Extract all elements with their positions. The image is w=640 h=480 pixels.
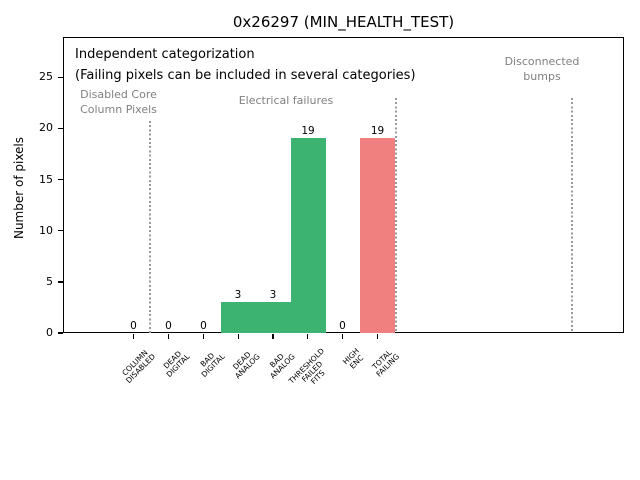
bar-value-label: 0 xyxy=(339,320,346,332)
bar-value-label: 19 xyxy=(370,125,385,138)
bar-bad-analog xyxy=(255,302,291,333)
note-independent-categorization: Independent categorization xyxy=(75,47,255,62)
x-tick-label-total-failing: TOTAL FAILING xyxy=(370,348,402,379)
x-tick-mark xyxy=(307,334,309,339)
region-label-disabled-core: Disabled Core Column Pixels xyxy=(80,88,157,116)
x-tick-mark xyxy=(377,334,379,339)
x-tick-label-dead-digital: DEAD DIGITAL xyxy=(161,349,192,380)
x-tick-label-dead-analog: DEAD ANALOG xyxy=(230,349,262,381)
bar-value-label: 0 xyxy=(165,320,172,332)
bar-value-label: 3 xyxy=(269,289,277,302)
bar-value-label: 0 xyxy=(130,320,137,332)
y-tick-mark xyxy=(57,230,63,232)
separator-dotted-line xyxy=(571,98,573,333)
y-tick-mark xyxy=(57,179,63,181)
x-tick-label-high-enc: HIGH ENC xyxy=(340,346,365,371)
x-tick-mark xyxy=(202,334,204,339)
y-tick-label: 15 xyxy=(39,173,53,186)
region-label-disconnected-bumps: Disconnected bumps xyxy=(504,55,580,83)
y-tick-label: 20 xyxy=(39,121,53,134)
note-failing-pixels: (Failing pixels can be included in sever… xyxy=(75,68,416,83)
bar-dead-analog xyxy=(220,302,256,333)
separator-dotted-line xyxy=(149,121,151,333)
y-tick-mark xyxy=(57,127,63,129)
x-tick-label-bad-digital: BAD DIGITAL xyxy=(198,350,227,380)
plot-area xyxy=(63,37,624,333)
x-tick-mark xyxy=(272,334,274,339)
y-tick-mark xyxy=(57,281,63,283)
x-tick-mark xyxy=(237,334,239,339)
y-tick-mark xyxy=(57,332,63,334)
x-tick-mark xyxy=(133,334,135,339)
y-tick-mark xyxy=(57,76,63,78)
y-tick-label: 5 xyxy=(46,275,53,288)
chart-title: 0x26297 (MIN_HEALTH_TEST) xyxy=(232,13,455,31)
y-tick-label: 25 xyxy=(39,70,53,83)
y-tick-label: 10 xyxy=(39,224,53,237)
x-tick-mark xyxy=(342,334,344,339)
bar-value-label: 19 xyxy=(301,125,315,138)
x-tick-mark xyxy=(167,334,169,339)
separator-dotted-line xyxy=(395,98,397,333)
bar-value-label: 3 xyxy=(234,289,242,302)
region-label-electrical-failures: Electrical failures xyxy=(238,94,334,107)
bar-threshold-failed-fits xyxy=(290,138,326,333)
bar-value-label: 0 xyxy=(200,320,207,332)
x-tick-label-column-disabled: COLUMN DISABLED xyxy=(120,348,158,386)
y-tick-label: 0 xyxy=(46,326,53,339)
bar-total-failing xyxy=(360,138,395,333)
